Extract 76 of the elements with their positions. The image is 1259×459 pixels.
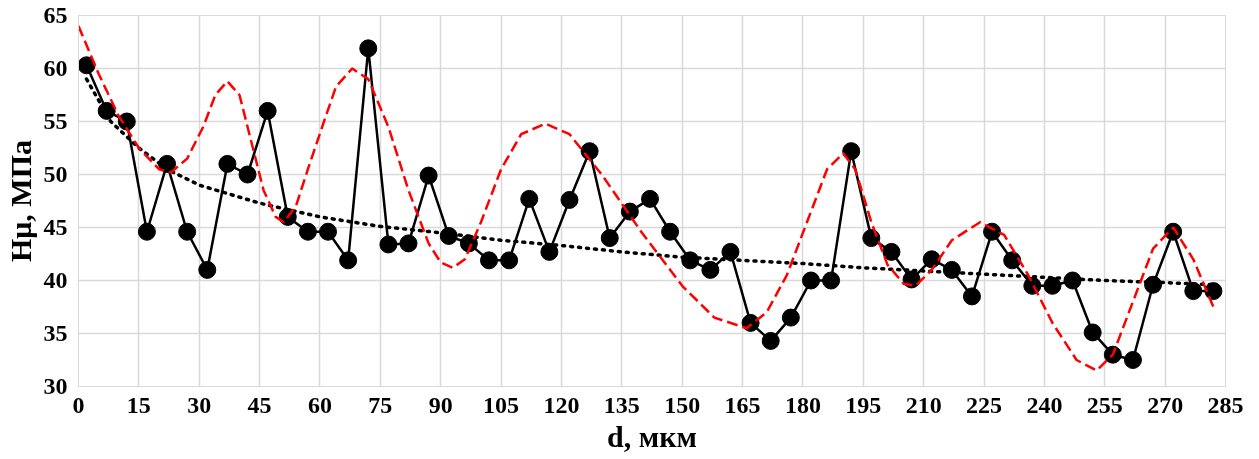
point [1123,351,1142,369]
x-tick-label: 165 [724,391,761,418]
point [781,308,800,327]
y-axis-title: Hμ, МПа [3,140,37,262]
point [842,142,861,161]
point [721,242,740,261]
point [218,154,237,173]
point [298,222,317,241]
x-tick-label: 240 [1026,391,1063,418]
point [379,235,398,254]
y-tick-label: 35 [43,320,68,346]
point [681,251,700,270]
point [198,260,217,279]
point [500,251,519,270]
point [1184,282,1203,301]
y-tick-label: 30 [43,373,68,399]
x-axis-title: d, мкм [607,419,697,453]
point [399,234,418,253]
point [540,242,559,261]
x-tick-label: 135 [603,391,640,418]
point [1204,282,1223,301]
x-tick-label: 60 [307,391,332,418]
y-tick-label: 55 [43,108,68,134]
point [439,227,458,245]
point [761,331,780,350]
point [1003,251,1022,270]
point [97,101,116,120]
x-tick-label: 285 [1207,391,1244,418]
x-tick-label: 270 [1147,391,1184,418]
point [1063,271,1082,290]
point [178,222,197,241]
point [158,154,177,173]
y-tick-label: 60 [43,55,68,81]
x-tick-label: 180 [784,391,821,418]
x-tick-label: 45 [247,391,272,418]
point [600,229,619,248]
x-tick-label: 150 [664,391,701,418]
point [822,271,841,290]
point [339,251,358,270]
x-tick-label: 120 [543,391,580,418]
point [480,251,499,270]
y-tick-label: 45 [43,214,68,240]
x-tick-label: 195 [845,391,882,418]
x-tick-label: 0 [72,391,85,418]
point [1083,323,1102,342]
point [419,166,438,185]
y-tick-label: 50 [43,161,68,187]
x-tick-label: 105 [483,391,520,418]
point [801,271,820,290]
point [661,222,680,241]
point [78,56,96,75]
point [862,229,881,248]
x-tick-label: 90 [428,391,453,418]
x-tick-label: 255 [1086,391,1123,418]
point [1144,275,1163,294]
point [520,189,539,208]
x-tick-label: 15 [126,391,151,418]
point [962,287,981,306]
point [319,222,338,241]
point [359,39,378,58]
point [238,165,257,184]
point [560,190,579,209]
x-tick-label: 225 [966,391,1003,418]
point [258,101,277,120]
point [942,260,961,279]
point [701,260,720,279]
point [137,222,156,241]
x-tick-label: 30 [187,391,212,418]
point [1043,276,1062,295]
x-tick-label: 210 [905,391,942,418]
y-tick-label: 65 [43,2,68,28]
point [882,242,901,261]
x-tick-label: 75 [368,391,393,418]
point [640,189,659,208]
y-tick-label: 40 [43,267,68,293]
point [922,250,941,269]
